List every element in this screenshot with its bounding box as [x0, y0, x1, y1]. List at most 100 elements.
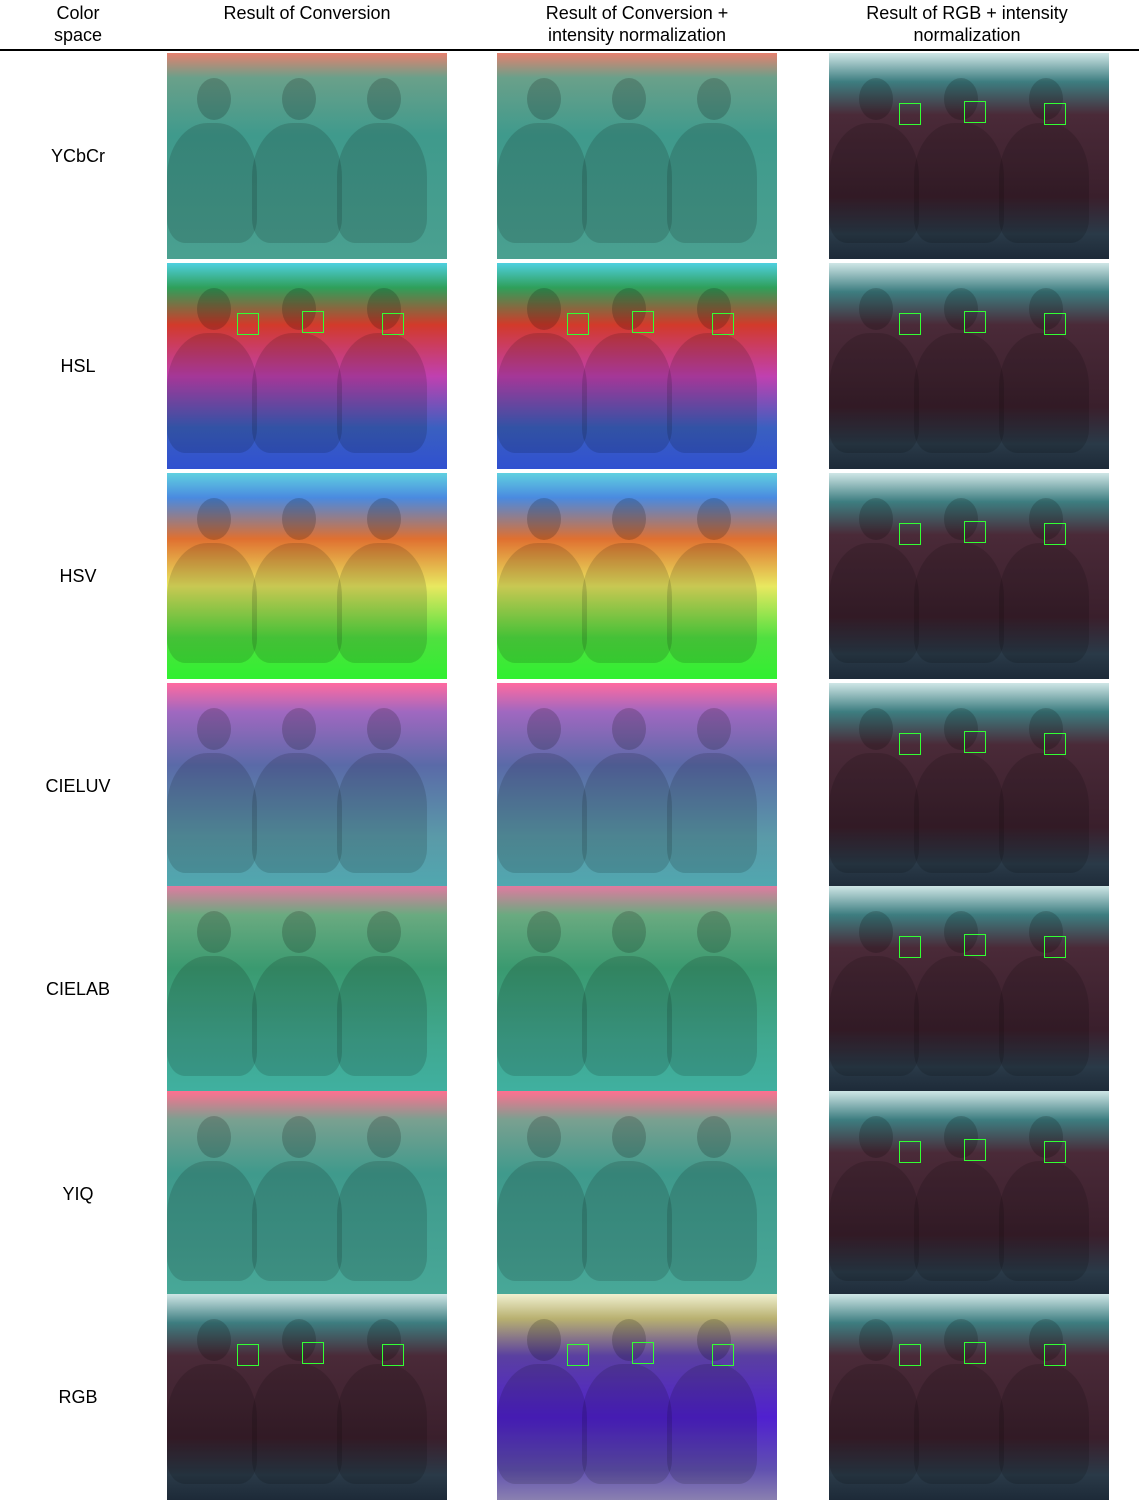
result-image: [497, 263, 777, 469]
head-shape: [944, 708, 978, 750]
detection-box: [1044, 523, 1066, 545]
detection-box: [632, 1342, 654, 1364]
head-shape: [197, 78, 231, 120]
person-shape: [167, 543, 257, 663]
detection-box: [899, 313, 921, 335]
person-shape: [582, 753, 672, 873]
detection-box: [632, 311, 654, 333]
head-shape: [944, 1116, 978, 1158]
person-shape: [999, 333, 1089, 453]
person-shape: [497, 123, 587, 243]
head-shape: [944, 78, 978, 120]
head-shape: [859, 288, 893, 330]
result-image: [497, 886, 777, 1092]
person-shape: [829, 333, 919, 453]
head-shape: [367, 708, 401, 750]
detection-box: [1044, 1141, 1066, 1163]
detection-box: [899, 103, 921, 125]
head-shape: [697, 911, 731, 953]
head-shape: [859, 1116, 893, 1158]
head-shape: [859, 78, 893, 120]
detection-box: [382, 1344, 404, 1366]
result-image: [497, 53, 777, 259]
person-shape: [497, 753, 587, 873]
person-shape: [829, 956, 919, 1076]
head-shape: [197, 911, 231, 953]
person-shape: [999, 123, 1089, 243]
person-shape: [497, 543, 587, 663]
head-shape: [367, 1116, 401, 1158]
detection-box: [1044, 733, 1066, 755]
head-shape: [367, 498, 401, 540]
person-shape: [167, 1161, 257, 1281]
detection-box: [964, 101, 986, 123]
detection-box: [964, 1139, 986, 1161]
person-shape: [829, 543, 919, 663]
detection-box: [1044, 1344, 1066, 1366]
detection-box: [237, 1344, 259, 1366]
head-shape: [527, 498, 561, 540]
person-shape: [337, 753, 427, 873]
person-shape: [167, 753, 257, 873]
person-shape: [999, 1161, 1089, 1281]
head-shape: [612, 1116, 646, 1158]
result-image: [497, 1091, 777, 1297]
detection-box: [899, 1344, 921, 1366]
result-image: [167, 53, 447, 259]
head-shape: [282, 78, 316, 120]
detection-box: [302, 1342, 324, 1364]
person-shape: [667, 956, 757, 1076]
head-shape: [697, 78, 731, 120]
person-shape: [337, 956, 427, 1076]
head-shape: [697, 1319, 731, 1361]
row-label: HSV: [59, 566, 97, 586]
head-shape: [367, 288, 401, 330]
head-shape: [944, 1319, 978, 1361]
person-shape: [914, 333, 1004, 453]
detection-box: [1044, 936, 1066, 958]
head-shape: [697, 288, 731, 330]
person-shape: [914, 753, 1004, 873]
person-shape: [337, 123, 427, 243]
head-shape: [1029, 78, 1063, 120]
person-shape: [252, 753, 342, 873]
column-header: Result of Conversion + intensity normali…: [545, 3, 729, 45]
head-shape: [282, 911, 316, 953]
header-rule: [0, 49, 1139, 51]
row-label: CIELUV: [45, 776, 111, 796]
result-image: [829, 1294, 1109, 1500]
person-shape: [829, 753, 919, 873]
person-shape: [667, 333, 757, 453]
person-shape: [582, 123, 672, 243]
head-shape: [527, 288, 561, 330]
detection-box: [712, 313, 734, 335]
detection-box: [964, 311, 986, 333]
detection-box: [712, 1344, 734, 1366]
person-shape: [667, 1364, 757, 1484]
detection-box: [899, 523, 921, 545]
person-shape: [999, 956, 1089, 1076]
head-shape: [197, 288, 231, 330]
head-shape: [197, 1319, 231, 1361]
head-shape: [1029, 1116, 1063, 1158]
detection-box: [567, 313, 589, 335]
head-shape: [367, 1319, 401, 1361]
head-shape: [944, 911, 978, 953]
head-shape: [612, 288, 646, 330]
column-header: Color space: [53, 3, 103, 45]
detection-box: [567, 1344, 589, 1366]
head-shape: [612, 911, 646, 953]
detection-box: [302, 311, 324, 333]
person-shape: [829, 123, 919, 243]
person-shape: [252, 123, 342, 243]
person-shape: [667, 753, 757, 873]
person-shape: [337, 333, 427, 453]
person-shape: [337, 1161, 427, 1281]
result-image: [497, 473, 777, 679]
column-header: Result of RGB + intensity normalization: [866, 3, 1068, 45]
head-shape: [527, 78, 561, 120]
head-shape: [282, 1319, 316, 1361]
detection-box: [964, 731, 986, 753]
detection-box: [899, 733, 921, 755]
